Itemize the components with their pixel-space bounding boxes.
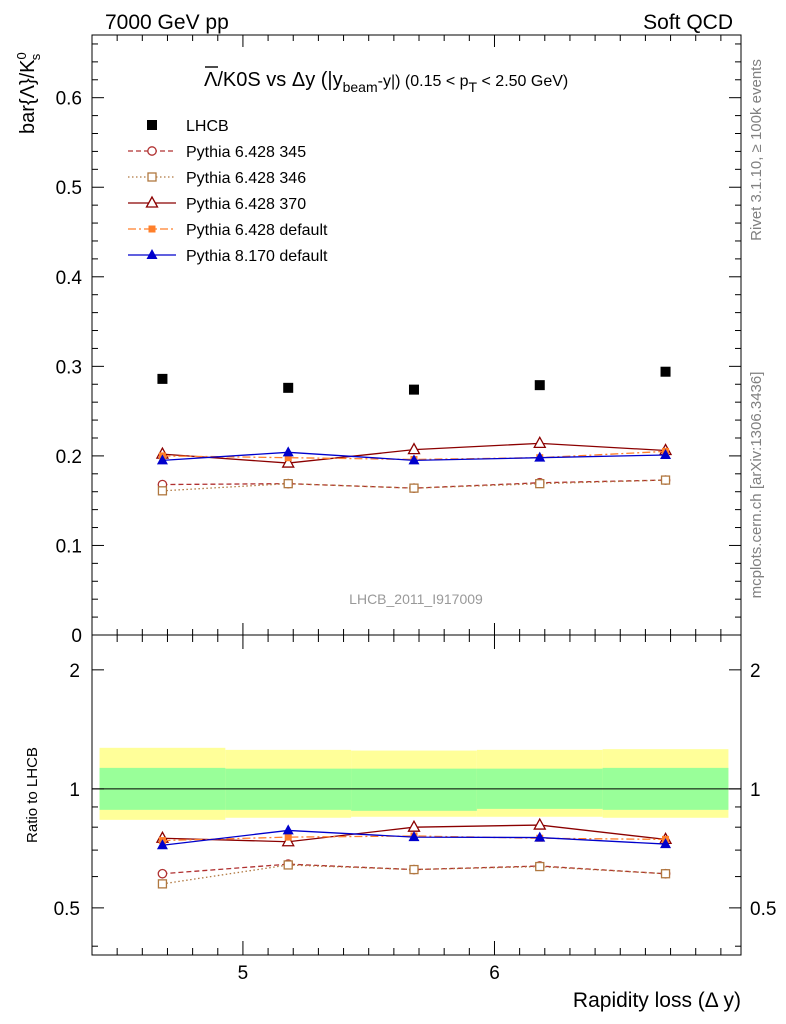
main-ytick-label: 0.4 — [56, 268, 83, 289]
ratio-point-p6def — [284, 833, 292, 841]
main-ylabel: bar{Λ}/K0s — [14, 52, 43, 134]
ratio-series-p346 — [157, 860, 671, 889]
ratio-band-inner — [351, 768, 477, 811]
ratio-point-p8def — [660, 838, 672, 849]
watermark: LHCB_2011_I917009 — [349, 591, 483, 607]
main-panel: 0 0.1 0.2 0.3 0.4 0.5 0.6 Λ/K0S vs Δy (|ybeam-… — [14, 34, 742, 647]
ratio-point-p346 — [660, 869, 671, 879]
ylabel-sub: s — [28, 53, 43, 60]
legend-marker-p8def — [146, 249, 158, 259]
header-left: 7000 GeV pp — [105, 11, 229, 34]
title-end: < 2.50 GeV) — [477, 73, 568, 90]
ratio-ytick-label: 1 — [69, 780, 80, 801]
legend-label-data: LHCB — [186, 118, 229, 135]
legend-item-p346: Pythia 6.428 346 — [128, 170, 306, 187]
main-point-data — [408, 384, 419, 395]
main-point-p346 — [660, 475, 671, 485]
ratio-point-p346 — [535, 861, 545, 872]
ratio-frame — [91, 634, 742, 956]
ratio-point-p370 — [533, 817, 547, 830]
ylabel-main: bar{Λ}/K — [17, 59, 39, 134]
main-point-p8def — [408, 454, 420, 465]
main-point-p8def — [660, 449, 672, 459]
ratio-ytick-label: 2 — [69, 661, 80, 682]
main-point-p8def — [282, 446, 294, 457]
main-point-p370 — [533, 436, 547, 449]
ratio-ytick-label-right: 2 — [750, 661, 761, 682]
main-series-p8def — [156, 446, 672, 465]
ratio-point-p370 — [407, 819, 421, 832]
main-point-p6def — [284, 454, 292, 462]
ratio-panel: 0.5 0.5 1 1 2 2 5 6 Ratio to LHCB Rapidity los… — [24, 634, 776, 1012]
main-ytick-label: 0.6 — [56, 89, 82, 110]
ylabel-sup: 0 — [14, 52, 29, 59]
ratio-point-p370 — [281, 834, 295, 847]
legend-marker-data — [147, 120, 157, 130]
main-point-p370 — [407, 442, 421, 455]
main-ytick-label: 0.2 — [56, 447, 82, 468]
main-ytick-label: 0.5 — [56, 178, 82, 199]
main-point-p346 — [535, 479, 545, 489]
legend-label-p370: Pythia 6.428 370 — [186, 196, 306, 213]
main-point-p346 — [409, 483, 419, 493]
ratio-series-p8def — [156, 824, 672, 850]
main-point-p8def — [534, 451, 546, 462]
ratio-ytick-label-right: 1 — [750, 780, 761, 801]
xlabel: Rapidity loss (Δ y) — [573, 989, 741, 1012]
ratio-ytick-label: 0.5 — [54, 899, 80, 920]
main-point-p346 — [283, 479, 293, 489]
legend-marker-p370 — [145, 195, 159, 208]
title-sub2: T — [469, 79, 478, 95]
ratio-point-p8def — [534, 831, 546, 842]
legend-marker-p6def — [148, 225, 156, 233]
main-point-p346 — [157, 486, 168, 496]
legend-item-p345: Pythia 6.428 345 — [128, 144, 306, 161]
legend-item-p370: Pythia 6.428 370 — [128, 195, 306, 213]
legend-item-p8def: Pythia 8.170 default — [128, 248, 328, 265]
title-mid: -y|) (0.15 < p — [378, 73, 469, 90]
legend-item-data: LHCB — [147, 118, 229, 135]
title-main: Λ/K0S vs Δy (|y — [204, 69, 343, 91]
legend-label-p6def: Pythia 6.428 default — [186, 222, 328, 239]
ratio-point-p346 — [283, 860, 293, 870]
ratio-point-p8def — [282, 824, 294, 835]
ratio-ylabel: Ratio to LHCB — [24, 747, 41, 843]
main-point-data — [660, 366, 671, 377]
ratio-point-p346 — [157, 879, 168, 889]
ratio-point-p345 — [157, 868, 168, 879]
main-point-p8def — [156, 454, 168, 465]
main-series-p346 — [157, 475, 671, 496]
legend-item-p6def: Pythia 6.428 default — [128, 222, 328, 239]
legend-label-p8def: Pythia 8.170 default — [186, 248, 328, 265]
main-ytick-label: 0.1 — [56, 536, 82, 557]
main-ytick-label: 0 — [71, 626, 82, 647]
legend-marker-p345 — [147, 146, 157, 156]
ratio-point-p8def — [156, 839, 168, 850]
legend-label-p346: Pythia 6.428 346 — [186, 170, 306, 187]
ratio-xtick-label: 6 — [489, 963, 500, 984]
main-ytick-label: 0.3 — [56, 357, 82, 378]
ratio-ytick-label-right: 0.5 — [750, 899, 776, 920]
main-title: Λ/K0S vs Δy (|ybeam-y|) (0.15 < pT < 2.5… — [204, 69, 568, 95]
main-point-data — [534, 380, 545, 391]
legend-label-p345: Pythia 6.428 345 — [186, 144, 306, 161]
title-sub1: beam — [343, 79, 378, 95]
mcplots-label: mcplots.cern.ch [arXiv:1306.3436] — [748, 372, 765, 599]
ratio-xtick-label: 5 — [238, 963, 249, 984]
legend: LHCB Pythia 6.428 345 Pythia 6.428 346 Pyth… — [128, 118, 328, 265]
main-series-data — [157, 366, 671, 395]
main-point-data — [283, 382, 294, 393]
ratio-point-p8def — [408, 831, 420, 842]
legend-marker-p346 — [147, 172, 157, 182]
main-point-data — [157, 373, 168, 384]
main-point-p370 — [281, 455, 295, 468]
ratio-point-p346 — [409, 864, 419, 875]
header-right: Soft QCD — [643, 11, 733, 34]
rivet-label: Rivet 3.1.10, ≥ 100k events — [748, 59, 765, 241]
